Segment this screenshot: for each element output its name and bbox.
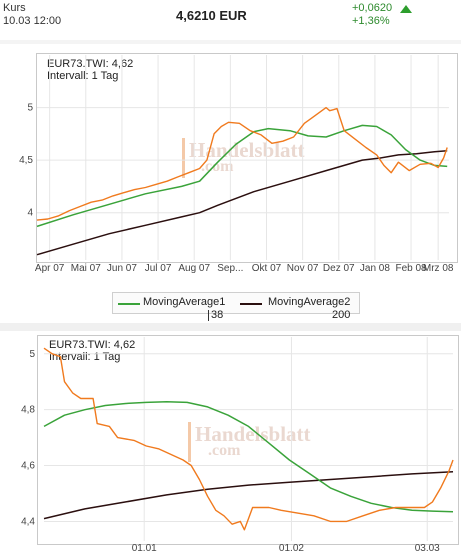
up-arrow-icon xyxy=(400,5,412,13)
x-tick-label: 01.01 xyxy=(132,543,157,554)
quote-change-percent: +1,36% xyxy=(352,15,390,27)
legend-label-ma1: MovingAverage1 xyxy=(143,296,226,308)
quote-header: Kurs 10.03 12:00 4,6210 EUR +0,0620 +1,3… xyxy=(0,0,461,40)
y-tick-label: 5 xyxy=(29,349,35,360)
chart2-info-instrument: EUR73.TWI: 4,62 xyxy=(49,339,136,351)
chart1-info-instrument: EUR73.TWI: 4,62 xyxy=(47,58,134,70)
watermark-bar xyxy=(182,138,185,178)
y-tick-label: 4,6 xyxy=(21,461,35,472)
y-tick-label: 4,4 xyxy=(21,516,35,527)
x-tick-label: Jan 08 xyxy=(360,263,390,274)
quote-change-absolute: +0,0620 xyxy=(352,2,393,14)
chart-panel-1: EUR73.TWI: 4,62 Intervall: 1 Tag Handels… xyxy=(36,53,458,263)
quote-label: Kurs xyxy=(3,2,26,14)
x-tick-label: Okt 07 xyxy=(252,263,282,274)
x-tick-label: Aug 07 xyxy=(178,263,210,274)
legend-swatch-ma2 xyxy=(240,303,262,305)
series-line-ma2 xyxy=(43,470,454,520)
x-tick-label: Jul 07 xyxy=(145,263,172,274)
legend-swatch-ma1 xyxy=(118,303,140,305)
ma1-period-value[interactable]: 38 xyxy=(208,310,223,321)
quote-price: 4,6210 EUR xyxy=(176,8,247,23)
watermark-logo: Handelsblatt xyxy=(189,138,305,162)
ma2-period-value[interactable]: 200 xyxy=(332,309,351,321)
series-line-ma1 xyxy=(43,401,454,513)
y-tick-label: 5 xyxy=(27,103,33,114)
chart-1: 4 4,5 5 Apr 07 Mai 07 Jun 07 Jul 07 Aug 07 Sep..… xyxy=(19,55,454,274)
series-line-price xyxy=(36,106,448,221)
chart-panel-2: EUR73.TWI: 4,62 Intervall: 1 Tag Handels… xyxy=(37,335,459,545)
y-tick-label: 4,5 xyxy=(19,155,33,166)
x-tick-label: Nov 07 xyxy=(287,263,319,274)
y-tick-label: 4 xyxy=(27,208,33,219)
x-tick-label: 03.03 xyxy=(415,543,440,554)
series-line-ma2 xyxy=(36,149,448,256)
y-tick-label: 4,8 xyxy=(21,405,35,416)
x-tick-label: Jun 07 xyxy=(107,263,137,274)
x-tick-label: Feb 08 xyxy=(395,263,427,274)
watermark-logo-suffix-2: .com xyxy=(208,442,241,459)
x-tick-label: Dez 07 xyxy=(323,263,355,274)
quote-datetime: 10.03 12:00 xyxy=(3,15,62,27)
watermark-bar-2 xyxy=(188,422,191,462)
x-tick-label: Sep... xyxy=(217,263,243,274)
series-line-price xyxy=(43,347,454,531)
x-tick-label: Mrz 08 xyxy=(423,263,454,274)
legend-label-ma2: MovingAverage2 xyxy=(268,296,351,308)
legend-box xyxy=(112,292,360,314)
legend: MovingAverage1 MovingAverage2 38 200 xyxy=(0,283,461,323)
header-divider xyxy=(0,40,461,44)
series-line-ma1 xyxy=(36,124,448,228)
x-tick-label: Apr 07 xyxy=(35,263,65,274)
chart1-info-interval: Intervall: 1 Tag xyxy=(47,70,119,82)
x-tick-label: 01.02 xyxy=(279,543,304,554)
x-tick-label: Mai 07 xyxy=(71,263,101,274)
chart-divider xyxy=(0,323,461,331)
